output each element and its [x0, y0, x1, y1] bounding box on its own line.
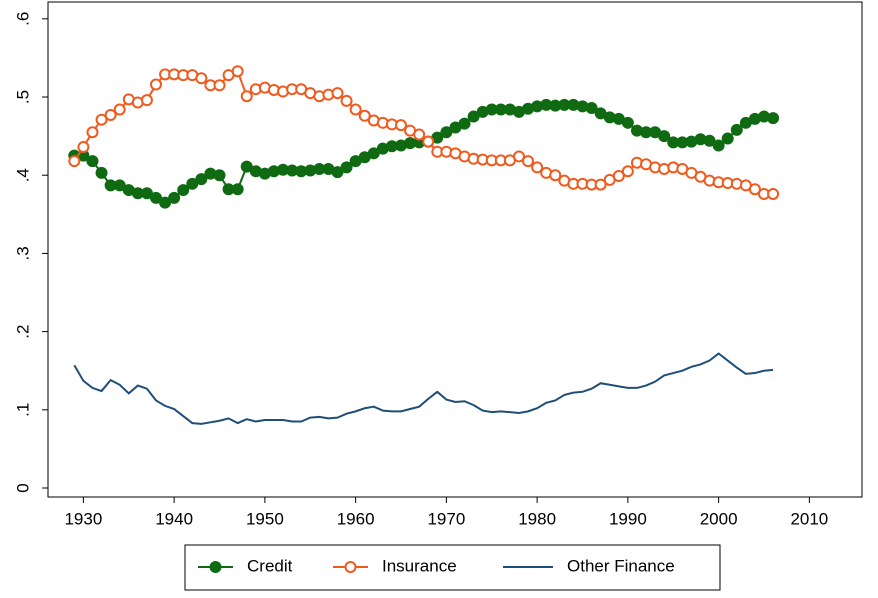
x-tick-label: 1970	[427, 509, 465, 528]
point	[658, 130, 671, 143]
point	[86, 126, 99, 139]
legend-label: Other Finance	[567, 556, 675, 575]
point	[395, 119, 408, 132]
legend-label: Credit	[247, 556, 293, 575]
y-tick-label: 0	[13, 483, 32, 492]
point	[231, 65, 244, 78]
point	[594, 178, 607, 191]
plot-frame	[47, 1, 863, 498]
point	[585, 101, 598, 114]
point	[340, 161, 353, 174]
y-tick-label: .6	[13, 12, 32, 26]
point	[331, 166, 344, 179]
point	[467, 110, 480, 123]
point	[621, 165, 634, 178]
point	[703, 134, 716, 147]
point	[168, 191, 181, 204]
point	[767, 112, 780, 125]
point	[512, 150, 525, 163]
x-tick-label: 1980	[518, 509, 556, 528]
point	[748, 183, 761, 196]
point	[149, 78, 162, 91]
point	[213, 169, 226, 182]
point	[422, 135, 435, 148]
x-tick-label: 1940	[155, 509, 193, 528]
point	[104, 108, 117, 121]
point	[231, 183, 244, 196]
point	[113, 179, 126, 192]
y-tick-label: .2	[13, 325, 32, 339]
legend-marker	[344, 561, 357, 573]
point	[68, 155, 81, 168]
x-tick-label: 1990	[609, 509, 647, 528]
point	[195, 173, 208, 186]
point	[549, 169, 562, 182]
x-tick-label: 1930	[64, 509, 102, 528]
point	[113, 103, 126, 116]
point	[86, 155, 99, 168]
x-tick-label: 1960	[337, 509, 375, 528]
point	[140, 94, 153, 107]
point	[458, 117, 471, 130]
point	[767, 187, 780, 200]
legend-marker	[209, 561, 222, 573]
point	[240, 160, 253, 173]
point	[413, 128, 426, 141]
y-tick-label: .3	[13, 246, 32, 260]
x-tick-label: 1950	[246, 509, 284, 528]
x-tick-label: 2000	[700, 509, 738, 528]
point	[367, 147, 380, 160]
legend-box	[184, 544, 721, 591]
x-tick-label: 2010	[790, 509, 828, 528]
point	[349, 103, 362, 116]
y-tick-label: .4	[13, 168, 32, 182]
point	[77, 141, 90, 154]
point	[440, 126, 453, 139]
point	[159, 196, 172, 209]
point	[612, 169, 625, 182]
point	[95, 113, 108, 126]
point	[712, 139, 725, 152]
point	[177, 184, 190, 197]
point	[721, 132, 734, 145]
point	[95, 166, 108, 179]
y-tick-label: .5	[13, 90, 32, 104]
y-tick-label: .1	[13, 403, 32, 417]
legend-label: Insurance	[382, 556, 457, 575]
point	[621, 116, 634, 129]
point	[340, 94, 353, 107]
series-line	[73, 352, 774, 425]
point	[331, 87, 344, 100]
point	[240, 90, 253, 103]
point	[522, 155, 535, 168]
point	[531, 161, 544, 174]
point	[149, 191, 162, 204]
point	[358, 109, 371, 122]
point	[213, 79, 226, 92]
point	[186, 177, 199, 190]
point	[140, 187, 153, 200]
point	[730, 123, 743, 136]
point	[195, 72, 208, 85]
